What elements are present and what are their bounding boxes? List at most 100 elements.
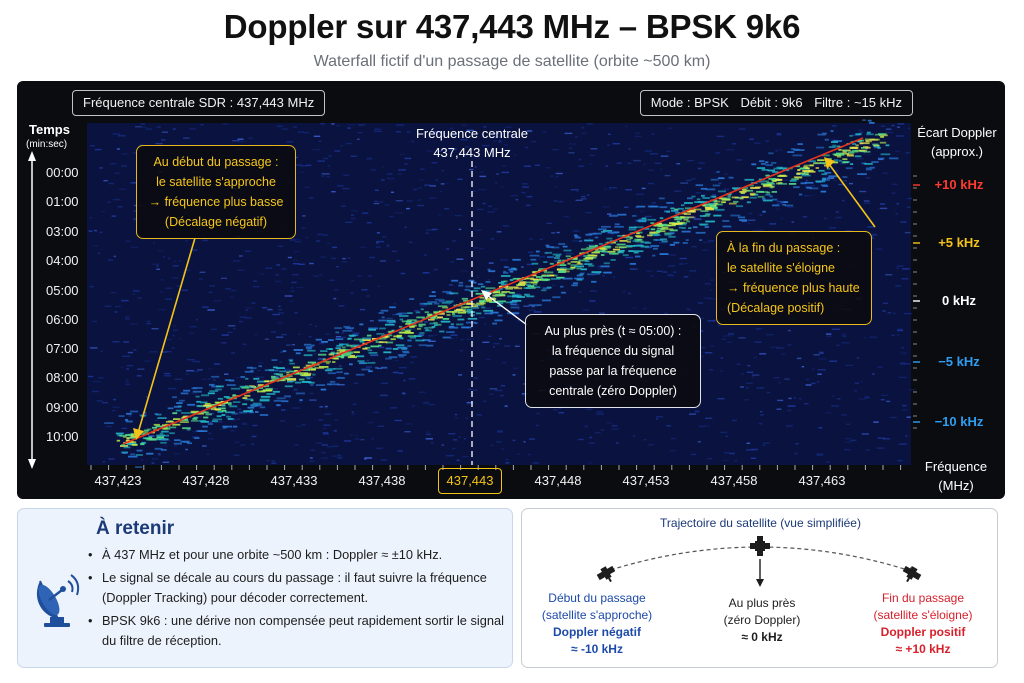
noise-speck bbox=[121, 427, 128, 430]
signal-speck bbox=[475, 292, 484, 295]
noise-speck bbox=[503, 345, 511, 347]
signal-speck bbox=[526, 295, 535, 298]
noise-speck bbox=[684, 262, 689, 265]
center-frequency-label: Fréquence centrale 437,443 MHz bbox=[400, 124, 544, 162]
noise-speck bbox=[339, 365, 342, 367]
noise-speck bbox=[754, 341, 762, 343]
signal-speck bbox=[398, 354, 407, 356]
signal-speck bbox=[276, 404, 281, 407]
noise-speck bbox=[581, 195, 586, 198]
signal-speck bbox=[588, 264, 595, 267]
signal-speck bbox=[669, 244, 675, 246]
signal-speck bbox=[661, 240, 668, 243]
signal-speck bbox=[558, 243, 566, 245]
noise-speck bbox=[121, 299, 129, 302]
signal-speck bbox=[650, 222, 655, 224]
noise-speck bbox=[487, 205, 492, 207]
noise-speck bbox=[447, 433, 456, 435]
signal-speck bbox=[718, 177, 725, 180]
noise-speck bbox=[522, 183, 528, 185]
noise-speck bbox=[818, 427, 823, 429]
signal-speck bbox=[558, 271, 566, 273]
callout-end-line: À la fin du passage : bbox=[727, 241, 841, 255]
signal-speck bbox=[865, 168, 873, 171]
signal-speck bbox=[674, 222, 683, 225]
signal-speck bbox=[463, 302, 467, 305]
signal-speck bbox=[326, 368, 336, 370]
noise-speck bbox=[308, 336, 312, 338]
signal-speck bbox=[378, 344, 382, 347]
noise-speck bbox=[133, 349, 137, 351]
signal-speck bbox=[587, 254, 595, 257]
noise-speck bbox=[156, 265, 159, 267]
signal-speck bbox=[865, 140, 872, 143]
center-frequency-tick-label: 437,443 bbox=[438, 468, 502, 494]
signal-speck bbox=[104, 422, 114, 424]
noise-speck bbox=[490, 313, 493, 316]
noise-speck bbox=[381, 179, 385, 181]
noise-speck bbox=[164, 298, 172, 300]
signal-speck bbox=[116, 439, 121, 442]
noise-speck bbox=[845, 230, 852, 232]
noise-speck bbox=[493, 346, 496, 348]
signal-speck bbox=[855, 133, 862, 136]
signal-speck bbox=[327, 383, 332, 386]
signal-speck bbox=[721, 197, 731, 200]
noise-speck bbox=[578, 438, 584, 441]
signal-speck bbox=[619, 249, 625, 252]
trajectory-end-line1: Fin du passage bbox=[881, 591, 965, 605]
signal-speck bbox=[418, 323, 426, 326]
signal-speck bbox=[211, 420, 218, 423]
noise-speck bbox=[835, 216, 842, 219]
signal-speck bbox=[749, 196, 757, 199]
noise-speck bbox=[244, 250, 252, 252]
noise-speck bbox=[595, 432, 601, 434]
signal-speck bbox=[680, 216, 685, 218]
signal-speck bbox=[710, 178, 719, 181]
signal-speck bbox=[631, 215, 637, 217]
signal-speck bbox=[161, 438, 167, 441]
signal-speck bbox=[510, 301, 518, 303]
signal-speck bbox=[760, 183, 771, 185]
noise-speck bbox=[843, 180, 847, 182]
noise-speck bbox=[502, 361, 506, 364]
noise-speck bbox=[526, 130, 533, 132]
signal-speck bbox=[580, 268, 587, 271]
signal-speck bbox=[226, 415, 231, 418]
signal-speck bbox=[407, 345, 412, 347]
noise-speck bbox=[494, 389, 503, 392]
noise-speck bbox=[394, 212, 403, 214]
signal-speck bbox=[458, 284, 464, 287]
signal-speck bbox=[523, 287, 531, 289]
signal-speck bbox=[541, 279, 549, 282]
signal-speck bbox=[722, 220, 730, 222]
signal-speck bbox=[808, 169, 814, 172]
signal-speck bbox=[513, 267, 517, 270]
signal-speck bbox=[343, 351, 353, 353]
noise-speck bbox=[396, 260, 401, 262]
noise-speck bbox=[526, 204, 531, 207]
noise-speck bbox=[729, 452, 735, 455]
noise-speck bbox=[501, 171, 509, 174]
signal-speck bbox=[739, 190, 747, 193]
signal-speck bbox=[508, 268, 518, 271]
noise-speck bbox=[905, 435, 908, 437]
signal-speck bbox=[547, 256, 554, 258]
waterfall-panel: Fréquence centrale SDR : 437,443 MHz Mod… bbox=[17, 81, 1005, 499]
signal-speck bbox=[552, 296, 561, 299]
noise-speck bbox=[788, 397, 792, 400]
signal-speck bbox=[245, 377, 249, 380]
signal-speck bbox=[217, 397, 223, 400]
signal-speck bbox=[201, 394, 210, 397]
noise-speck bbox=[221, 334, 229, 336]
signal-speck bbox=[721, 198, 730, 201]
noise-speck bbox=[172, 265, 179, 267]
noise-speck bbox=[417, 204, 424, 207]
signal-speck bbox=[284, 385, 293, 388]
signal-speck bbox=[326, 348, 332, 350]
signal-speck bbox=[530, 258, 537, 261]
signal-speck bbox=[308, 381, 315, 384]
noise-speck bbox=[351, 413, 355, 415]
signal-speck bbox=[541, 275, 551, 277]
noise-speck bbox=[754, 142, 761, 144]
